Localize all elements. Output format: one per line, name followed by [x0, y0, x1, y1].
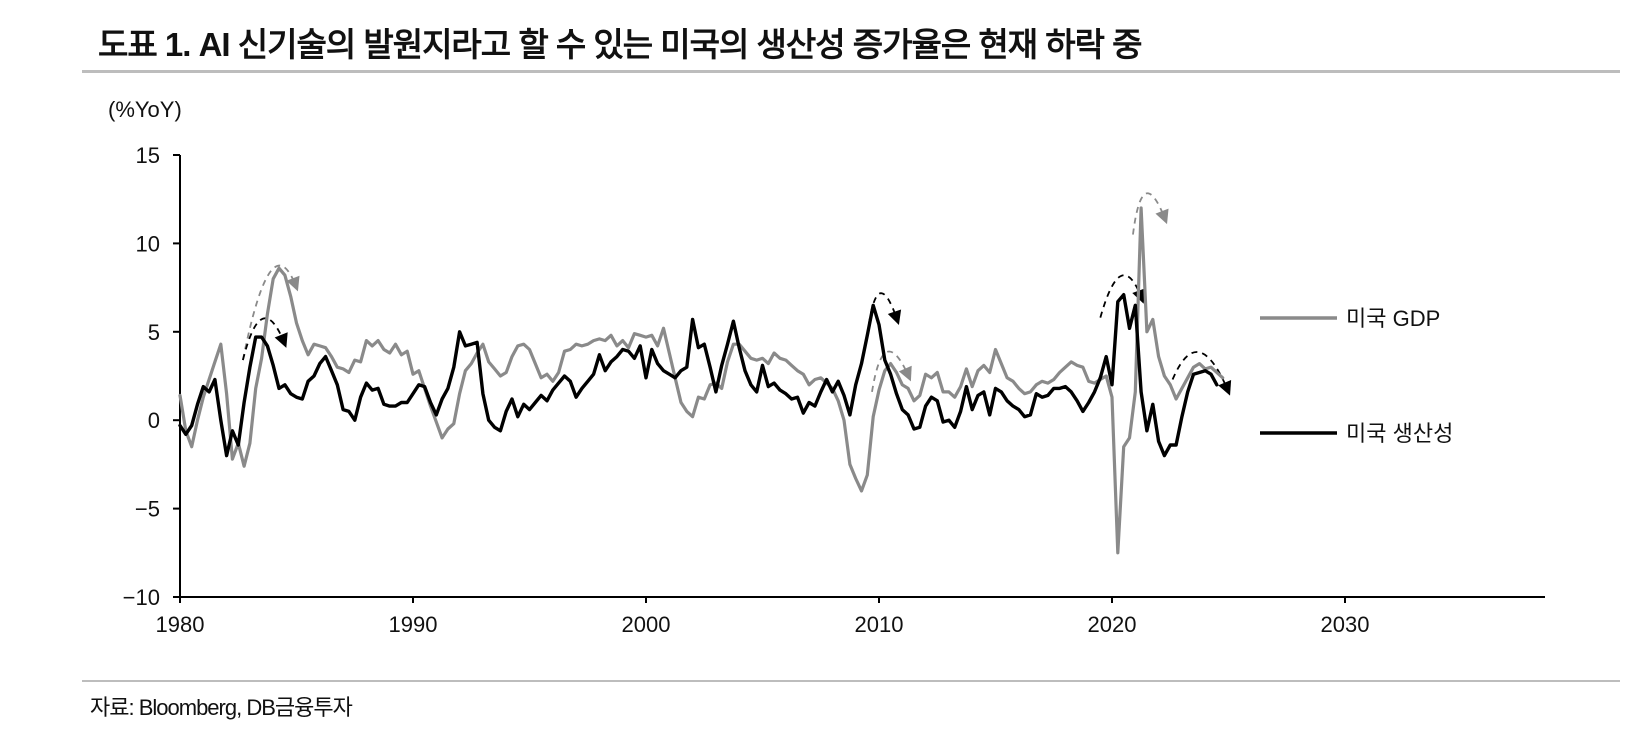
- x-axis-ticks: 1980 1990 2000 2010 2020 2030: [156, 597, 1370, 637]
- x-tick-label: 2030: [1321, 612, 1370, 637]
- x-tick-label: 1990: [389, 612, 438, 637]
- chart-axes: [179, 155, 1545, 598]
- trend-arrowhead: [1155, 208, 1169, 225]
- source-divider: [82, 680, 1620, 682]
- trend-arrowhead: [898, 365, 912, 382]
- y-axis-ticks: 15 10 5 0 −5 −10: [123, 143, 180, 610]
- y-tick-label: 10: [136, 231, 160, 256]
- x-tick-label: 2000: [622, 612, 671, 637]
- chart-title: 도표 1. AI 신기술의 발원지라고 할 수 있는 미국의 생산성 증가율은 …: [98, 26, 1143, 63]
- y-tick-label: 15: [136, 143, 160, 168]
- x-tick-label: 2020: [1088, 612, 1137, 637]
- legend-productivity-label: 미국 생산성: [1346, 421, 1453, 446]
- trend-arrowhead: [887, 309, 902, 325]
- line-chart: 15 10 5 0 −5 −10 1980 1990 2000 2010 2020 2030 미국 …: [108, 97, 1545, 637]
- chart-legend: 미국 GDP 미국 생산성: [1260, 306, 1453, 446]
- trend-arrowhead: [286, 275, 300, 292]
- x-tick-label: 2010: [855, 612, 904, 637]
- y-tick-label: −5: [135, 497, 160, 522]
- y-tick-label: 0: [148, 408, 160, 433]
- gdp-series-line: [178, 206, 1225, 555]
- trend-arc: [1171, 351, 1230, 393]
- trend-arc: [871, 350, 911, 393]
- y-tick-label: 5: [148, 320, 160, 345]
- source-note: 자료: Bloomberg, DB금융투자: [90, 695, 353, 720]
- trend-arrowhead: [1218, 379, 1232, 396]
- y-tick-label: −10: [123, 585, 160, 610]
- trend-arc: [242, 264, 298, 361]
- trend-annotations: [242, 192, 1232, 396]
- trend-arc: [1132, 192, 1167, 235]
- y-axis-unit-label: (%YoY): [108, 97, 182, 122]
- trend-arrowhead: [274, 332, 288, 348]
- productivity-series-line: [178, 293, 1219, 458]
- title-divider: [82, 70, 1620, 73]
- legend-gdp-label: 미국 GDP: [1346, 306, 1440, 331]
- x-tick-label: 1980: [156, 612, 205, 637]
- series-lines: [178, 206, 1225, 555]
- trend-arc: [242, 317, 286, 361]
